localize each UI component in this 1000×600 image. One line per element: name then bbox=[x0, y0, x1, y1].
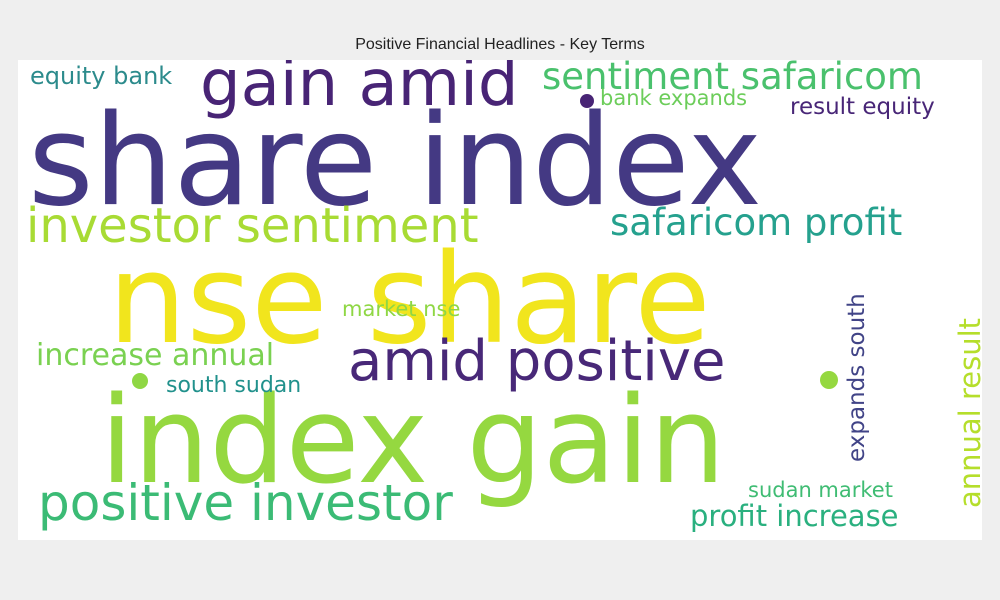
word-positive-investor: positive investor bbox=[38, 474, 453, 532]
word-safaricom-profit: safaricom profit bbox=[610, 201, 903, 244]
word-sentiment-safaricom: sentiment safaricom bbox=[542, 60, 923, 98]
word-amid-positive: amid positive bbox=[348, 329, 726, 394]
word-increase-annual: increase annual bbox=[36, 338, 275, 373]
word-result-equity: result equity bbox=[790, 94, 935, 120]
word-bank-expands: bank expands bbox=[600, 86, 748, 110]
word-south-sudan: south sudan bbox=[166, 373, 302, 398]
chart-title: Positive Financial Headlines - Key Terms bbox=[355, 36, 645, 53]
word-share-index: share index bbox=[28, 87, 763, 234]
term-layer: share index nse share index gain gain amid i… bbox=[18, 60, 982, 540]
word-expands-south: expands south bbox=[844, 293, 870, 462]
word-annual-result: annual result bbox=[953, 317, 982, 508]
word-index-gain: index gain bbox=[100, 372, 726, 511]
word-profit-increase: profit increase bbox=[690, 499, 899, 533]
word-nse-share: nse share bbox=[108, 228, 711, 372]
word-market-nse: market nse bbox=[342, 297, 461, 321]
dot-mark-2 bbox=[132, 373, 148, 389]
word-cloud-panel: share index nse share index gain gain amid i… bbox=[18, 60, 982, 540]
word-gain-amid: gain amid bbox=[200, 60, 519, 121]
dot-mark-3 bbox=[820, 371, 838, 389]
dot-mark-1 bbox=[580, 94, 594, 108]
dot-layer bbox=[132, 94, 838, 389]
word-sudan-market: sudan market bbox=[748, 478, 893, 502]
word-investor-sentiment: investor sentiment bbox=[26, 198, 479, 254]
word-equity-bank: equity bank bbox=[30, 62, 173, 90]
